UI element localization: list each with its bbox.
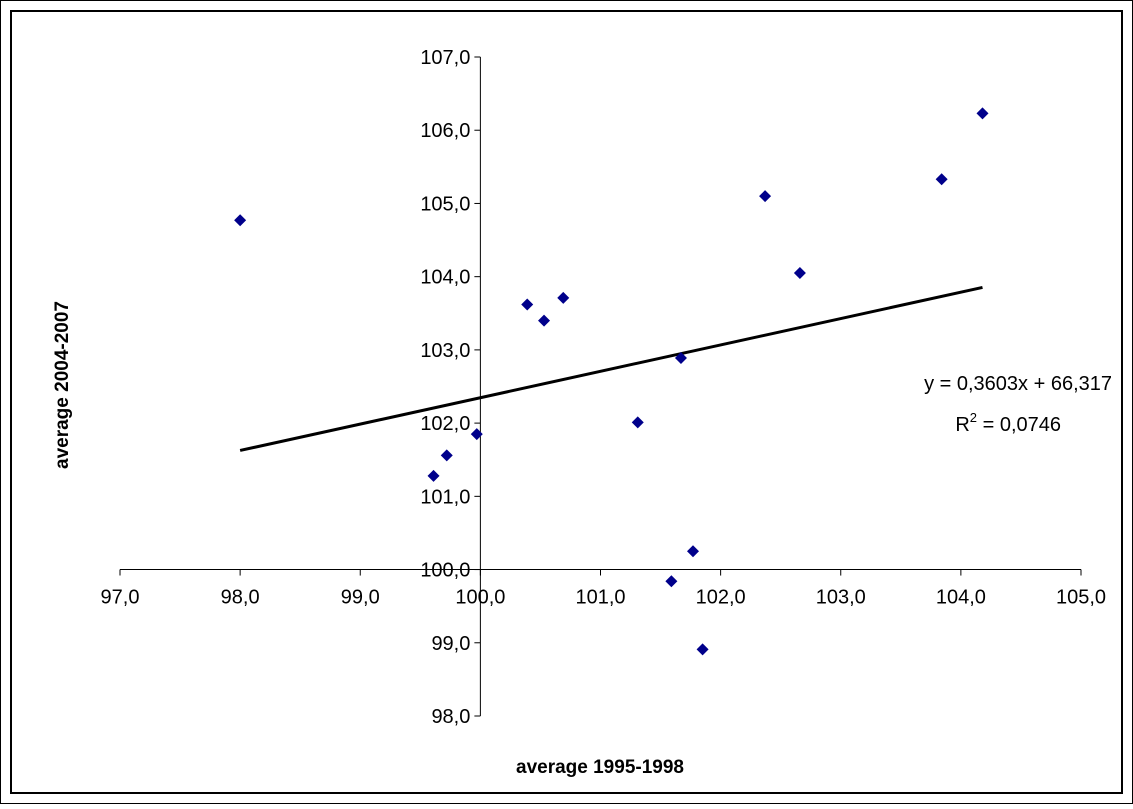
y-tick-label: 100,0: [420, 560, 470, 582]
y-tick-label: 101,0: [420, 486, 470, 508]
axes: [119, 56, 1082, 717]
r2-value: = 0,0746: [977, 414, 1061, 436]
x-axis-title: average 1995-1998: [516, 757, 684, 778]
data-point-marker: [521, 298, 534, 311]
data-point-marker: [557, 291, 570, 304]
trendline: [239, 285, 983, 452]
trendline-r-squared: R2 = 0,0746: [955, 410, 1061, 436]
data-point-marker: [759, 190, 772, 203]
y-tick-label: 102,0: [420, 413, 470, 435]
y-axis-title: average 2004-2007: [52, 301, 73, 469]
x-tick-label: 102,0: [696, 587, 746, 609]
y-tick-label: 105,0: [420, 193, 470, 215]
y-tick-label: 106,0: [420, 120, 470, 142]
data-point-marker: [234, 214, 247, 227]
trendline-group: [239, 285, 983, 452]
y-tick-label: 104,0: [420, 267, 470, 289]
data-point-marker: [935, 173, 948, 186]
data-point-marker: [631, 416, 644, 429]
data-point-marker: [427, 469, 440, 482]
y-tick-label: 98,0: [431, 706, 470, 728]
data-point-marker: [470, 428, 483, 441]
x-tick-label: 101,0: [575, 587, 625, 609]
data-point-marker: [793, 267, 806, 280]
x-tick-label: 97,0: [101, 587, 140, 609]
x-tick-label: 99,0: [341, 587, 380, 609]
r2-superscript: 2: [970, 410, 977, 425]
y-tick-label: 103,0: [420, 340, 470, 362]
data-point-marker: [976, 107, 989, 120]
data-point-marker: [665, 575, 678, 588]
x-tick-label: 98,0: [221, 587, 260, 609]
x-tick-label: 104,0: [936, 587, 986, 609]
data-point-marker: [440, 449, 453, 462]
data-points: [234, 107, 989, 656]
data-point-marker: [674, 351, 687, 364]
data-point-marker: [538, 314, 551, 327]
y-tick-label: 99,0: [431, 633, 470, 655]
tick-labels: 97,0 98,0 99,0 100,0 101,0 102,0 103,0 104,0 105…: [101, 47, 1107, 728]
x-tick-label: 100,0: [455, 587, 505, 609]
r2-prefix: R: [955, 414, 969, 436]
y-tick-label: 107,0: [420, 47, 470, 69]
x-tick-label: 103,0: [816, 587, 866, 609]
data-point-marker: [696, 643, 709, 656]
data-point-marker: [686, 545, 699, 558]
x-tick-label: 105,0: [1056, 587, 1106, 609]
chart-border-inner: [10, 10, 1123, 794]
trendline-equation: y = 0,3603x + 66,317: [924, 373, 1112, 395]
